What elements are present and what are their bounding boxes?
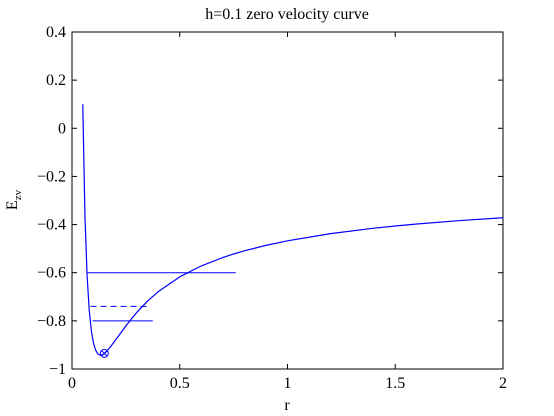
x-tick-label: 1.5: [385, 375, 405, 392]
y-tick-label: 0.4: [46, 24, 66, 41]
y-tick-label: 0.2: [46, 72, 66, 89]
x-tick-label: 0: [68, 375, 76, 392]
y-tick-label: 0: [58, 120, 66, 137]
y-tick-label: −0.6: [37, 265, 66, 282]
y-axis-label: Ezv: [4, 189, 24, 210]
minimum-marker: [99, 348, 109, 358]
ticks-layer: 0 0.5 1 1.5 2 −1 −0.8 −0.6 −0.4 −0.2 0 0.2 0.4: [37, 24, 507, 392]
x-tick-label: 1: [284, 375, 292, 392]
zero-velocity-curve: [82, 104, 504, 356]
chart-title: h=0.1 zero velocity curve: [205, 6, 369, 23]
plot-frame: [71, 31, 504, 370]
y-tick-label: −1: [49, 361, 66, 378]
plot-layer: [82, 104, 504, 358]
x-tick-label: 2: [499, 375, 507, 392]
x-tick-label: 0.5: [170, 375, 190, 392]
x-axis-label: r: [284, 397, 290, 414]
y-tick-label: −0.2: [37, 168, 66, 185]
y-tick-label: −0.8: [37, 313, 66, 330]
y-axis-label-main: E: [4, 200, 21, 210]
minimum-marker-cross-b: [101, 350, 108, 357]
svg-text:Ezv: Ezv: [4, 189, 24, 210]
y-tick-label: −0.4: [37, 217, 66, 234]
y-axis-label-subscript: zv: [12, 189, 24, 200]
